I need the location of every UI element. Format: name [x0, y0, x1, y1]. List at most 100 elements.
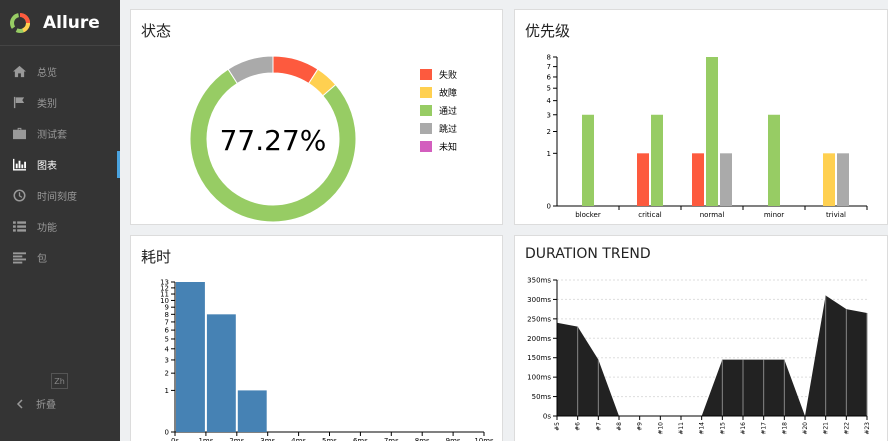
- x-tick-label: 0s: [171, 437, 179, 441]
- sidebar-item-timeline[interactable]: 时间刻度: [0, 180, 120, 211]
- x-tick-label: #7: [595, 422, 602, 431]
- bar: [706, 57, 718, 206]
- bar: [651, 114, 663, 206]
- y-tick-label: 8: [547, 54, 551, 62]
- y-tick-label: 100ms: [527, 374, 551, 382]
- collapse-label: 折叠: [36, 400, 56, 411]
- x-tick-label: 6ms: [353, 437, 368, 441]
- y-tick-label: 5: [547, 85, 551, 93]
- panel-title: 状态: [141, 22, 172, 40]
- bar: [582, 114, 594, 206]
- sidebar-item-label: 包: [37, 254, 47, 265]
- x-tick-label: #18: [781, 422, 788, 435]
- x-tick-label: #5: [554, 422, 561, 431]
- sidebar-item-label: 类别: [37, 99, 57, 110]
- histogram-bar: [206, 314, 236, 432]
- status-panel: 状态 77.27% 失败 故障 通过 跳过 未知: [130, 9, 503, 225]
- x-tick-label: 8ms: [415, 437, 430, 441]
- pie-slice: [189, 68, 357, 223]
- y-tick-label: 7: [547, 63, 551, 71]
- sidebar-item-label: 功能: [37, 223, 57, 234]
- y-tick-label: 50ms: [532, 393, 552, 401]
- y-tick-label: 3: [547, 111, 551, 119]
- y-tick-label: 5: [165, 335, 169, 343]
- y-tick-label: 0s: [543, 413, 551, 421]
- panel-title: 耗时: [141, 248, 172, 266]
- y-tick-label: 1: [547, 150, 551, 158]
- y-tick-label: 150ms: [527, 354, 551, 362]
- histogram-bar: [176, 282, 205, 432]
- legend-swatch: [420, 123, 432, 134]
- language-switch[interactable]: Zh: [51, 373, 68, 389]
- x-tick-label: 5ms: [322, 437, 337, 441]
- legend-label: 故障: [439, 87, 457, 99]
- allure-logo: [10, 12, 30, 33]
- x-tick-label: 3ms: [260, 437, 275, 441]
- sidebar: Allure 总览 类别 测试套 图表 时间刻度 功能 包: [0, 0, 120, 441]
- bar: [637, 153, 649, 206]
- legend-label: 通过: [439, 105, 457, 117]
- collapse-button[interactable]: 折叠: [12, 396, 56, 411]
- x-tick-label: normal: [700, 211, 725, 219]
- y-tick-label: 9: [165, 304, 169, 312]
- duration-trend-chart: 0s 50ms 100ms 150ms 200ms 250ms 300ms 350ms #5 #6…: [527, 277, 871, 435]
- brand-name: Allure: [43, 12, 100, 33]
- pie-slice: [227, 55, 274, 85]
- sidebar-nav: 总览 类别 测试套 图表 时间刻度 功能 包: [0, 56, 120, 273]
- x-tick-label: critical: [638, 211, 661, 219]
- duration-trend-panel: DURATION TREND 0s 50ms 100ms 150ms 200ms 250m…: [514, 235, 888, 441]
- sidebar-item-categories[interactable]: 类别: [0, 87, 120, 118]
- x-tick-label: trivial: [826, 211, 846, 219]
- bar: [768, 114, 780, 206]
- legend-swatch: [420, 105, 432, 116]
- clock-icon: [11, 189, 27, 203]
- panel-title: 优先级: [525, 22, 571, 40]
- sidebar-item-overview[interactable]: 总览: [0, 56, 120, 87]
- x-tick-label: #9: [637, 422, 644, 431]
- brand[interactable]: Allure: [0, 0, 120, 46]
- y-tick-label: 7: [165, 318, 169, 326]
- sidebar-item-graphs[interactable]: 图表: [0, 149, 120, 180]
- y-tick-label: 200ms: [527, 335, 551, 343]
- home-icon: [11, 65, 27, 79]
- y-tick-label: 1: [165, 387, 169, 395]
- x-tick-label: 9ms: [446, 437, 461, 441]
- panel-title: DURATION TREND: [525, 246, 651, 262]
- y-tick-label: 3: [165, 356, 169, 364]
- y-tick-label: 4: [547, 97, 552, 105]
- priority-panel: 优先级 0 1 2 3 4 5 6 7 8 blocker critical normal minor t…: [514, 9, 888, 225]
- trend-area: [557, 295, 867, 416]
- chevron-left-icon: [12, 398, 28, 409]
- y-tick-label: 8: [165, 311, 169, 319]
- sidebar-item-suites[interactable]: 测试套: [0, 118, 120, 149]
- x-tick-label: 10ms: [474, 437, 494, 441]
- sidebar-item-packages[interactable]: 包: [0, 242, 120, 273]
- bar: [823, 153, 835, 206]
- x-tick-label: #17: [761, 422, 768, 435]
- y-tick-label: 300ms: [527, 296, 551, 304]
- x-tick-label: #16: [740, 422, 747, 435]
- y-tick-label: 4: [165, 345, 170, 353]
- sidebar-item-label: 图表: [37, 161, 57, 172]
- x-tick-label: #8: [616, 422, 623, 431]
- flag-icon: [11, 96, 27, 110]
- y-tick-label: 6: [165, 327, 170, 335]
- y-tick-label: 350ms: [527, 277, 551, 285]
- y-tick-label: 2: [547, 128, 551, 136]
- list-icon: [11, 220, 27, 234]
- sidebar-item-behaviors[interactable]: 功能: [0, 211, 120, 242]
- pie-center-label: 77.27%: [220, 124, 327, 157]
- x-tick-label: 4ms: [291, 437, 306, 441]
- y-tick-label: 250ms: [527, 315, 551, 323]
- legend-label: 失败: [439, 69, 457, 81]
- legend-swatch: [420, 141, 432, 152]
- bar: [692, 153, 704, 206]
- x-tick-label: #22: [843, 422, 850, 435]
- x-tick-label: #10: [657, 422, 664, 435]
- x-tick-label: #23: [864, 422, 871, 435]
- legend-label: 未知: [439, 141, 457, 153]
- sidebar-item-label: 总览: [37, 68, 57, 79]
- y-tick-label: 11: [160, 291, 169, 299]
